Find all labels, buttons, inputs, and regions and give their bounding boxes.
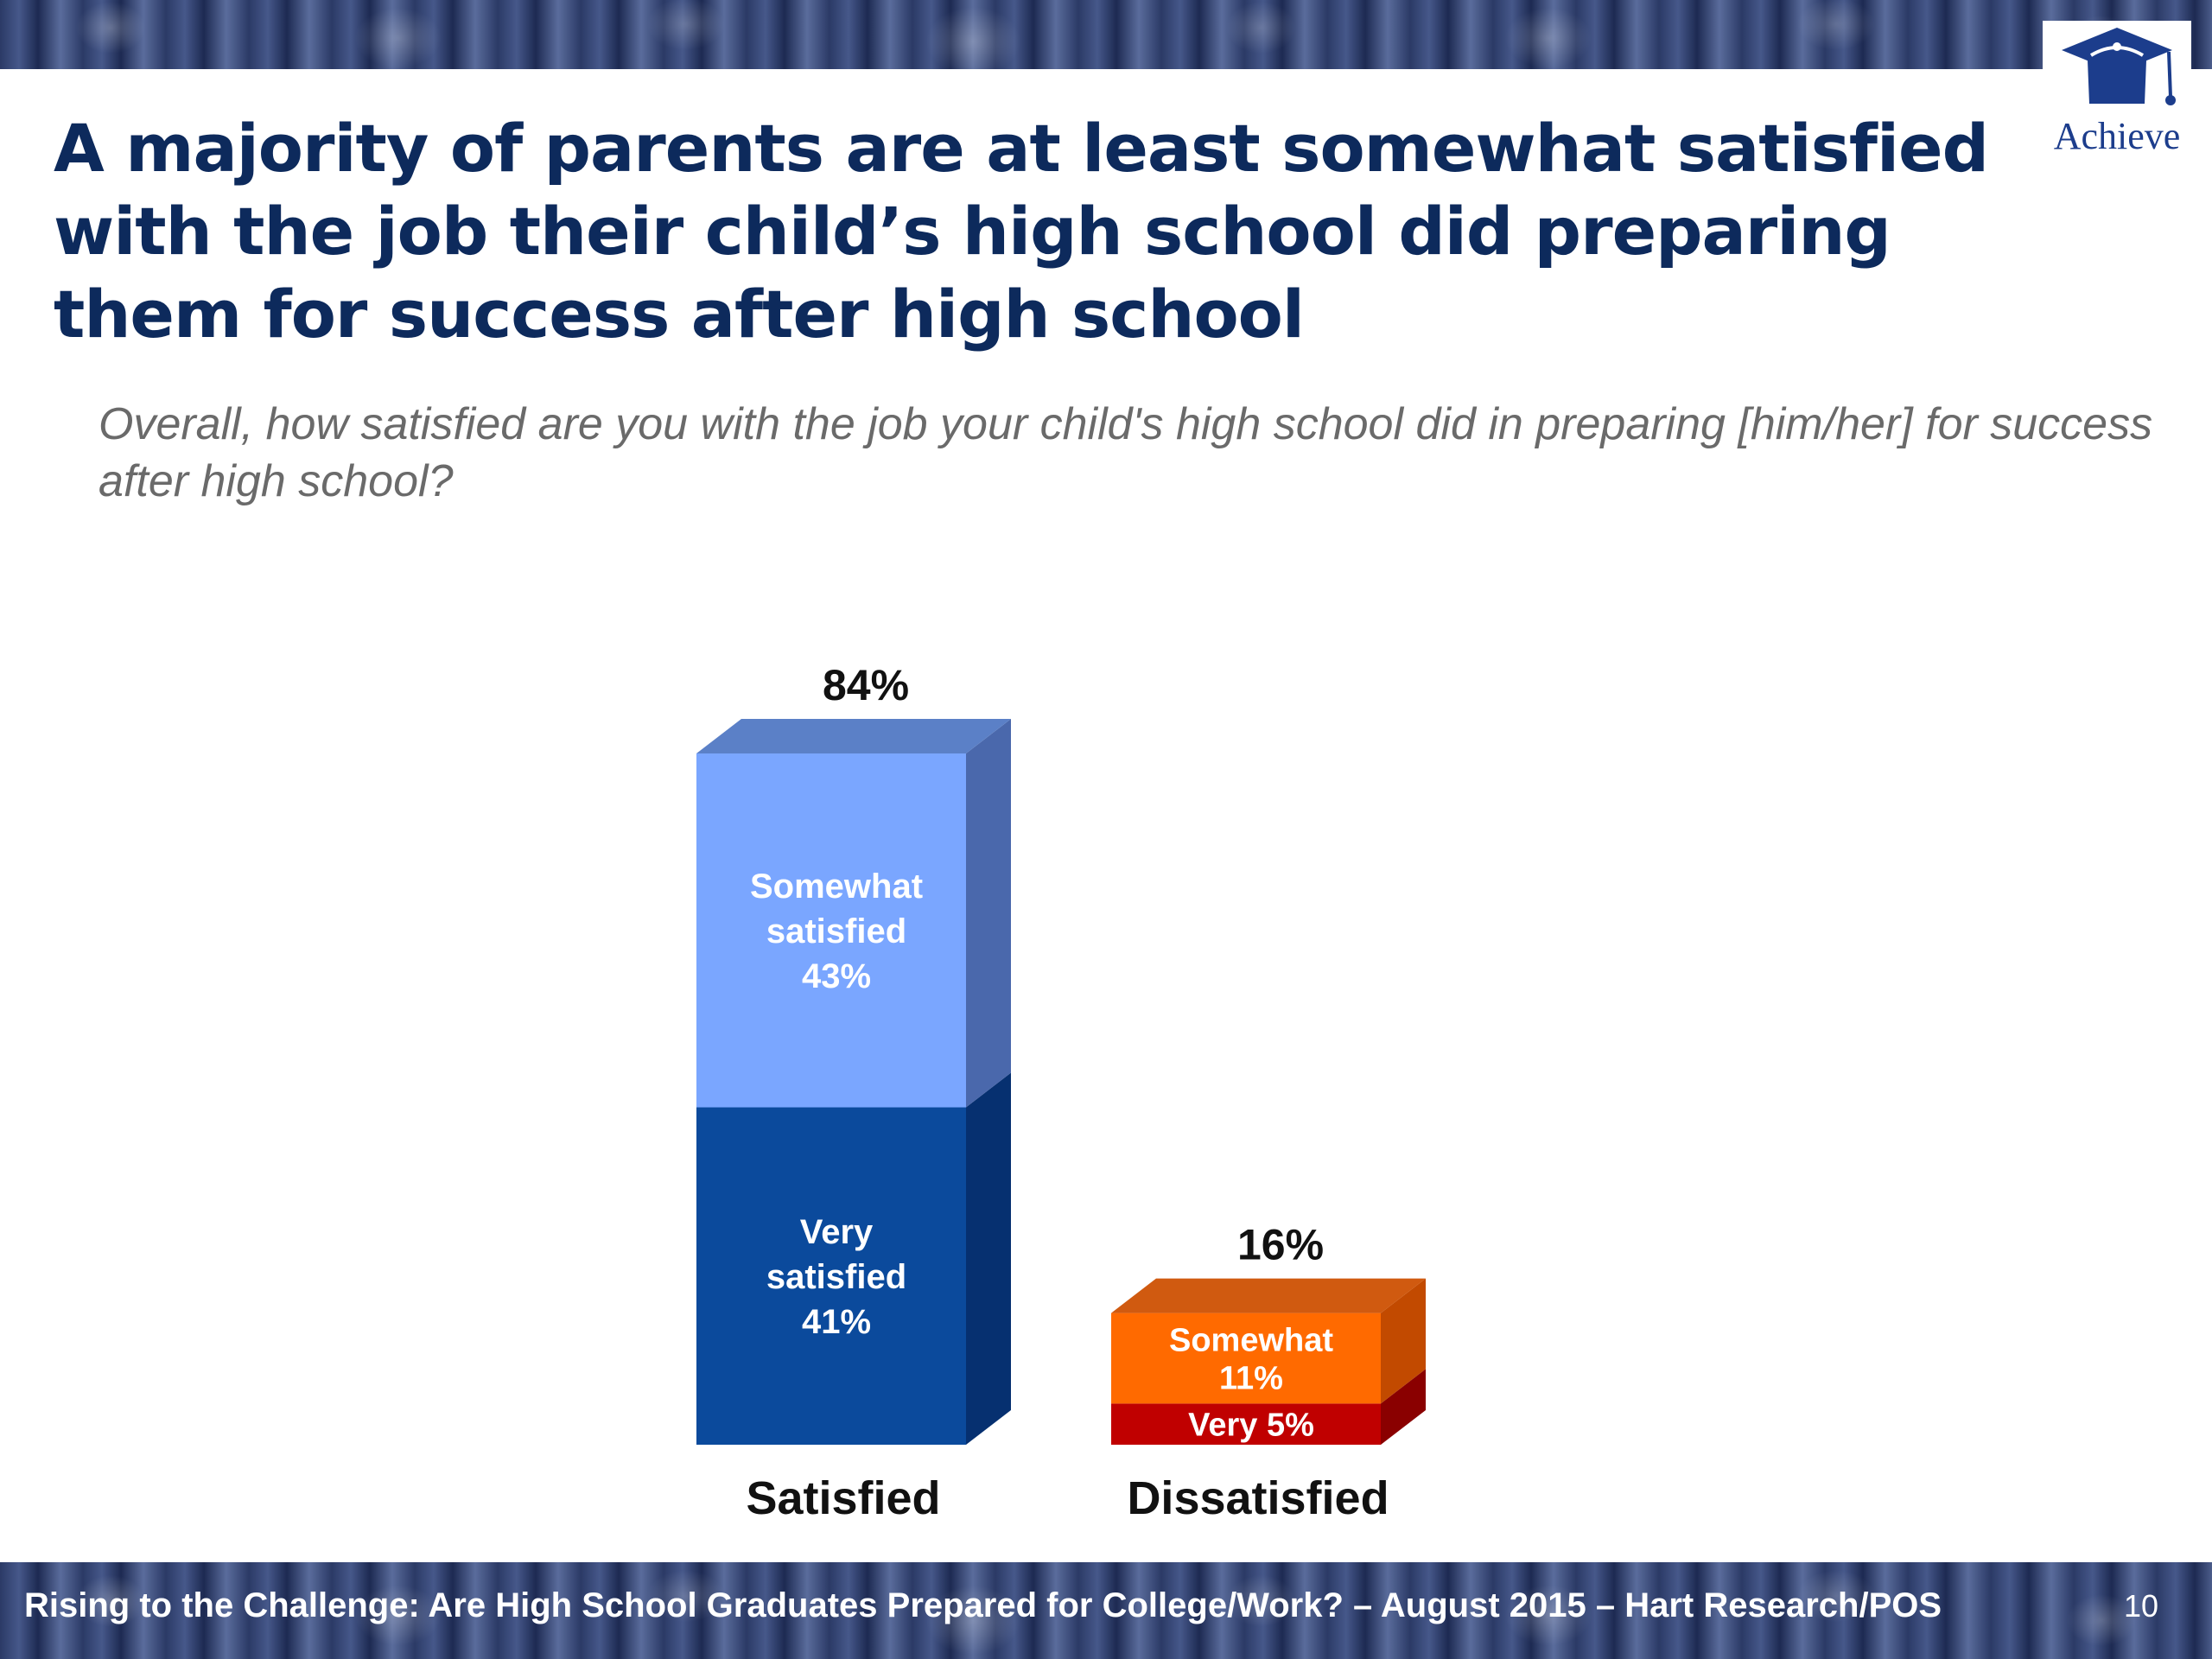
bar-side-dissatisfied-somewhat (1381, 1278, 1426, 1404)
footer-photo-band (0, 1562, 2212, 1659)
category-label-satisfied: Satisfied (746, 1472, 940, 1524)
survey-question: Overall, how satisfied are you with the … (99, 399, 2153, 506)
bar-top-satisfied (696, 719, 1011, 753)
segment-label-dissatisfied-very: Very 5% (1188, 1407, 1314, 1443)
bar-side-dissatisfied-very (1381, 1369, 1426, 1445)
total-label-satisfied: 84% (823, 661, 909, 709)
segment-label-satisfied-very: Very satisfied 41% (766, 1213, 906, 1341)
segment-label-satisfied-somewhat: Somewhat satisfied 43% (750, 868, 923, 995)
bar-satisfied-somewhat (696, 753, 966, 1108)
stacked-bar-chart: Very satisfied 41% Somewhat satisfied 43% 84% S… (696, 661, 1426, 1524)
logo-wordmark: Achieve (2053, 115, 2181, 157)
bar-dissatisfied-somewhat (1111, 1313, 1381, 1404)
page-number: 10 (2124, 1588, 2159, 1624)
achieve-logo: Achieve (2043, 21, 2191, 169)
bar-side-satisfied-very (966, 1072, 1011, 1445)
header-photo-band (0, 0, 2212, 69)
slide-title: A majority of parents are at least somew… (54, 110, 1989, 353)
bar-satisfied-very (696, 1107, 966, 1445)
graduation-cap-icon (2062, 28, 2176, 105)
segment-label-dissatisfied-somewhat: Somewhat 11% (1169, 1322, 1333, 1396)
bar-side-satisfied-somewhat (966, 719, 1011, 1108)
total-label-dissatisfied: 16% (1237, 1221, 1324, 1269)
bar-dissatisfied-very (1111, 1403, 1381, 1445)
category-label-dissatisfied: Dissatisfied (1127, 1472, 1389, 1524)
footer-source: Rising to the Challenge: Are High School… (24, 1586, 1942, 1624)
bar-top-dissatisfied (1111, 1278, 1426, 1313)
